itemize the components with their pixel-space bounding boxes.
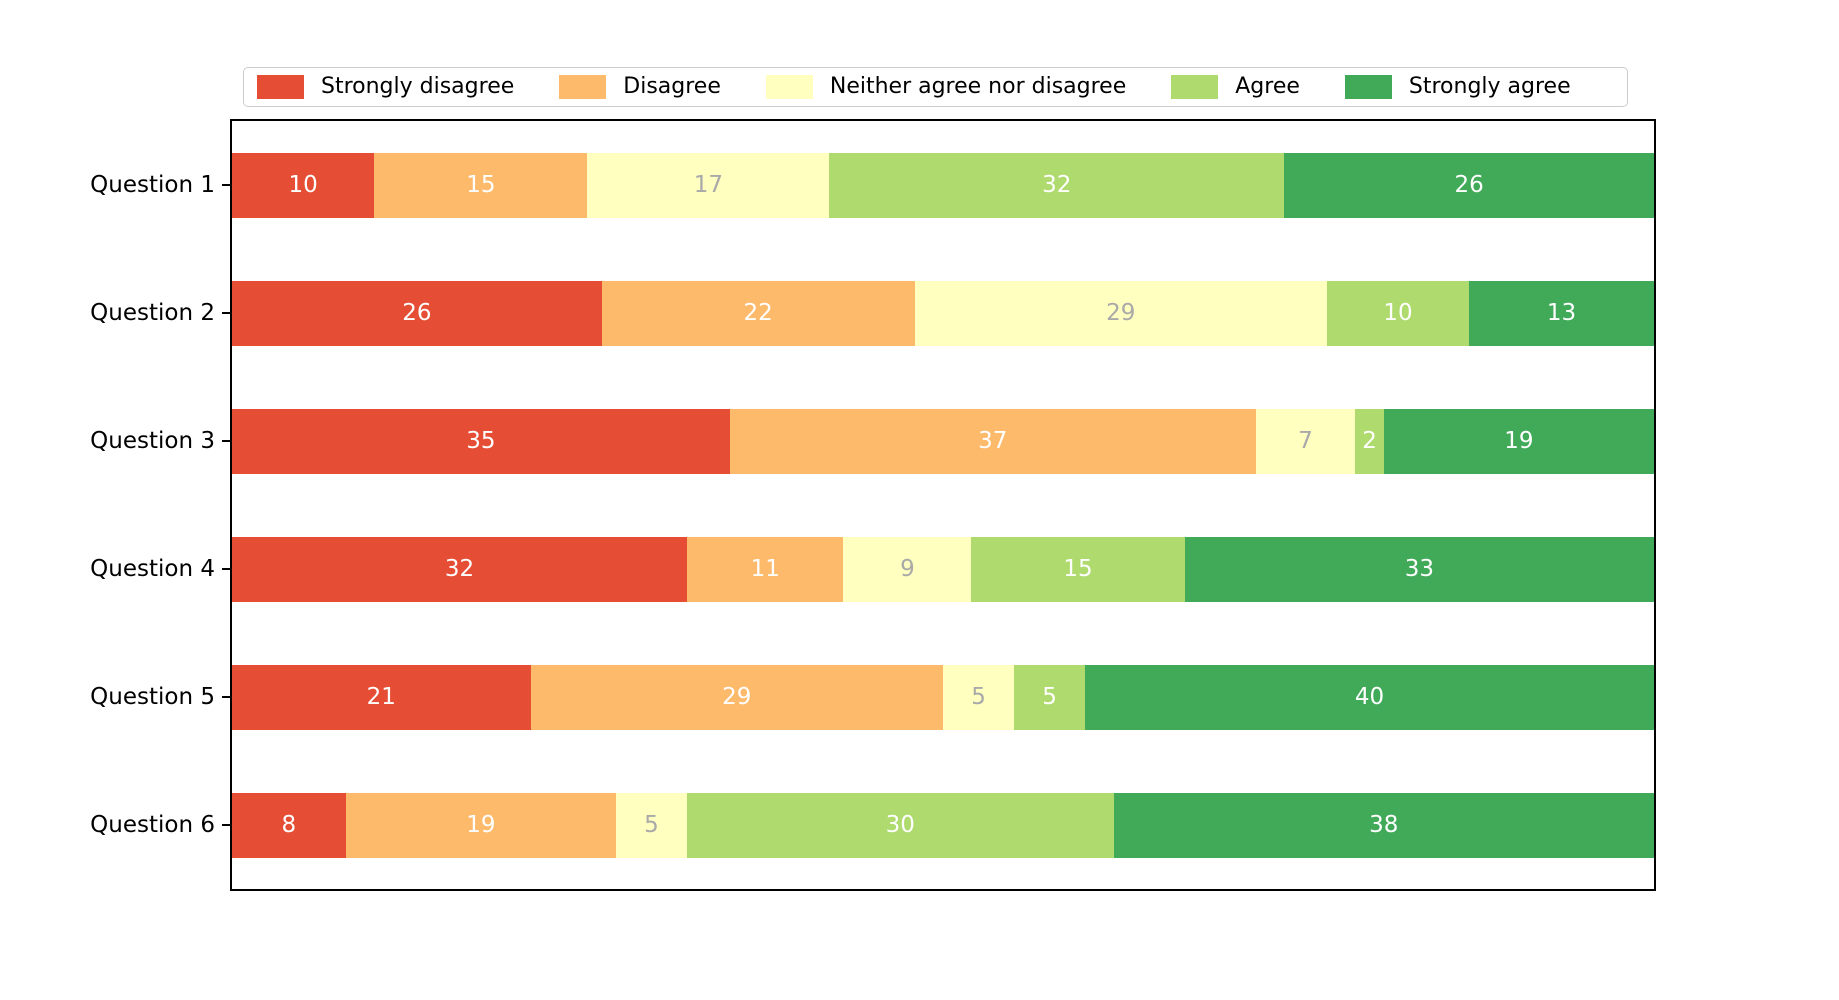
bar-segment: 37 <box>729 408 1256 474</box>
legend-item: Agree <box>1171 75 1300 99</box>
bar-value-label: 2 <box>1362 427 1377 454</box>
y-axis-label: Question 4 <box>90 556 215 582</box>
bar-row: 35 37 7 2 19 <box>232 408 1654 474</box>
bar-segment: 30 <box>687 792 1114 858</box>
bar-value-label: 33 <box>1404 555 1434 582</box>
bar-segment: 9 <box>843 536 972 602</box>
bar-value-label: 37 <box>978 427 1008 454</box>
legend-swatch-icon <box>559 75 607 99</box>
y-axis-tick <box>222 696 230 698</box>
bar-value-label: 35 <box>466 427 496 454</box>
bar-value-label: 8 <box>281 811 297 838</box>
y-axis-label: Question 1 <box>90 172 215 198</box>
bar-segment: 32 <box>232 536 688 602</box>
bar-row: 8 19 5 30 38 <box>232 792 1654 858</box>
bar-segment: 7 <box>1255 408 1356 474</box>
legend-label: Strongly agree <box>1408 74 1571 99</box>
bar-value-label: 15 <box>466 171 496 198</box>
bar-value-label: 5 <box>1042 683 1057 710</box>
bar-value-label: 19 <box>466 811 496 838</box>
bar-segment: 21 <box>232 664 531 730</box>
bar-value-label: 32 <box>1042 171 1072 198</box>
bar-segment: 15 <box>971 536 1185 602</box>
bar-segment: 10 <box>1326 280 1470 346</box>
bar-value-label: 40 <box>1354 683 1385 710</box>
bar-segment: 19 <box>345 792 616 858</box>
bar-segment: 17 <box>587 152 830 218</box>
bar-segment: 40 <box>1085 664 1654 730</box>
bar-value-label: 29 <box>722 683 752 710</box>
bar-value-label: 11 <box>750 555 780 582</box>
bar-row: 26 22 29 10 13 <box>232 280 1654 346</box>
legend-swatch-icon <box>257 75 304 99</box>
bar-segment: 19 <box>1383 408 1654 474</box>
bar-segment: 35 <box>232 408 730 474</box>
y-axis-label: Question 3 <box>90 428 215 454</box>
legend-item: Strongly agree <box>1344 74 1571 99</box>
bar-segment: 22 <box>601 280 915 346</box>
bar-segment: 5 <box>942 664 1015 730</box>
bar-value-label: 26 <box>402 299 432 326</box>
legend-label: Strongly disagree <box>321 74 515 99</box>
legend-swatch-icon <box>765 75 813 99</box>
y-axis-tick <box>222 312 230 314</box>
y-axis-label: Question 5 <box>90 684 215 710</box>
bar-value-label: 26 <box>1454 171 1484 198</box>
bar-row: 32 11 9 15 33 <box>232 536 1654 602</box>
y-axis-tick <box>222 824 230 826</box>
y-axis-tick <box>222 440 230 442</box>
bar-value-label: 10 <box>1383 299 1413 326</box>
legend-item: Strongly disagree <box>257 75 514 99</box>
bar-value-label: 5 <box>644 811 659 838</box>
bar-value-label: 32 <box>444 555 475 582</box>
bar-value-label: 22 <box>743 299 773 326</box>
legend-item: Disagree <box>559 75 721 99</box>
bar-value-label: 17 <box>693 171 723 198</box>
legend-label: Agree <box>1235 74 1300 99</box>
bar-segment: 10 <box>232 152 375 218</box>
bar-segment: 5 <box>615 792 688 858</box>
bar-value-label: 10 <box>288 171 318 198</box>
bar-value-label: 21 <box>366 683 396 710</box>
legend: Strongly disagree Disagree Neither agree n… <box>243 67 1628 107</box>
bar-segment: 38 <box>1113 792 1654 858</box>
bar-segment: 5 <box>1014 664 1086 730</box>
bar-row: 21 29 5 5 40 <box>232 664 1654 730</box>
bar-value-label: 13 <box>1546 299 1577 326</box>
bar-value-label: 5 <box>971 683 986 710</box>
bar-segment: 15 <box>374 152 588 218</box>
bar-segment: 29 <box>914 280 1327 346</box>
legend-swatch-icon <box>1344 75 1392 99</box>
bar-segment: 26 <box>232 280 602 346</box>
legend-swatch-icon <box>1171 75 1219 99</box>
bar-value-label: 29 <box>1106 299 1136 326</box>
bar-row: 10 15 17 32 26 <box>232 152 1654 218</box>
bar-value-label: 9 <box>900 555 915 582</box>
legend-item: Neither agree nor disagree <box>765 74 1127 99</box>
bar-segment: 8 <box>232 792 346 858</box>
bar-segment: 33 <box>1184 536 1654 602</box>
y-axis-label: Question 6 <box>90 812 215 838</box>
bar-segment: 11 <box>687 536 844 602</box>
bar-segment: 32 <box>829 152 1285 218</box>
bar-value-label: 7 <box>1298 427 1313 454</box>
legend-label: Neither agree nor disagree <box>829 74 1127 99</box>
bar-segment: 2 <box>1355 408 1384 474</box>
y-axis-label: Question 2 <box>90 300 215 326</box>
legend-label: Disagree <box>623 74 721 99</box>
bar-value-label: 30 <box>885 811 915 838</box>
bar-value-label: 15 <box>1063 555 1093 582</box>
plot-area: 10 15 17 32 26 26 22 29 10 13 35 37 7 2 19 32 11 9 15 33 21 2… <box>230 119 1656 891</box>
bar-value-label: 38 <box>1369 811 1399 838</box>
bar-value-label: 19 <box>1504 427 1534 454</box>
y-axis-tick <box>222 568 230 570</box>
bar-segment: 29 <box>530 664 943 730</box>
y-axis-tick <box>222 184 230 186</box>
bar-segment: 26 <box>1284 152 1654 218</box>
bar-segment: 13 <box>1469 280 1654 346</box>
